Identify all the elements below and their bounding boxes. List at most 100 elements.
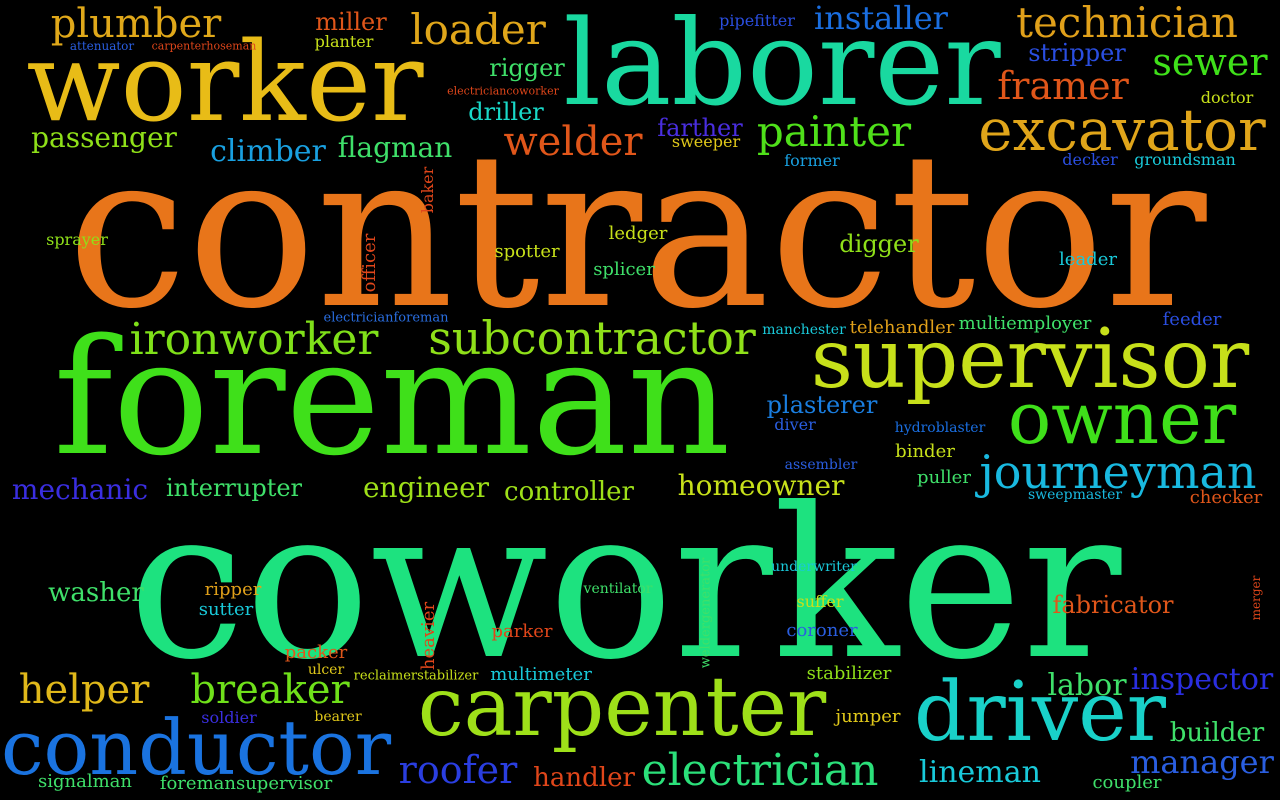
word-spotter: spotter <box>494 241 560 262</box>
word-subcontractor: subcontractor <box>428 311 756 365</box>
word-diver: diver <box>774 415 816 434</box>
word-fabricator: fabricator <box>1052 591 1174 619</box>
word-leader: leader <box>1059 249 1117 270</box>
word-heavier: heavier <box>418 601 439 671</box>
word-puller: puller <box>917 467 971 488</box>
word-bearer: bearer <box>314 709 362 725</box>
word-framer: framer <box>997 64 1129 108</box>
word-packer: packer <box>284 642 348 663</box>
word-groundsman: groundsman <box>1134 150 1236 169</box>
word-doctor: doctor <box>1200 88 1254 107</box>
word-passenger: passenger <box>31 121 177 154</box>
word-conductor: conductor <box>0 703 392 792</box>
word-attenuator: attenuator <box>69 39 135 53</box>
word-rigger: rigger <box>489 54 565 82</box>
word-helper: helper <box>18 667 150 713</box>
word-merger: merger <box>1249 575 1263 621</box>
word-sprayer: sprayer <box>46 230 108 249</box>
word-flagman: flagman <box>337 131 453 164</box>
word-plumber: plumber <box>50 1 222 47</box>
word-miller: miller <box>315 8 387 36</box>
word-breaker: breaker <box>190 667 350 713</box>
word-washer: washer <box>48 578 144 608</box>
word-stripper: stripper <box>1028 39 1126 67</box>
word-roofer: roofer <box>398 748 518 792</box>
word-journeyman: journeyman <box>979 445 1257 499</box>
word-binder: binder <box>895 441 955 462</box>
word-builder: builder <box>1169 718 1265 748</box>
word-suffer: suffer <box>796 592 844 611</box>
word-contractor: contractor <box>67 107 1207 356</box>
word-manchester: manchester <box>762 322 846 338</box>
word-owner: owner <box>1007 376 1237 460</box>
word-mechanic: mechanic <box>11 473 149 506</box>
word-sweepmaster: sweepmaster <box>1027 487 1123 503</box>
word-labor: labor <box>1047 668 1127 703</box>
word-electriciancoworker: electriciancoworker <box>447 84 559 98</box>
word-officer: officer <box>359 233 380 293</box>
word-driver: driver <box>914 665 1166 760</box>
word-installer: installer <box>814 0 948 37</box>
word-coupler: coupler <box>1092 772 1162 793</box>
word-laborer: laborer <box>563 0 1001 132</box>
word-manager: manager <box>1130 743 1274 781</box>
word-inspector: inspector <box>1130 662 1274 697</box>
word-planter: planter <box>314 32 374 51</box>
word-feeder: feeder <box>1162 309 1222 330</box>
word-homeowner: homeowner <box>677 469 845 502</box>
word-underwriter: underwriter <box>771 559 857 575</box>
word-technician: technician <box>1016 0 1238 47</box>
word-ulcer: ulcer <box>307 662 345 678</box>
word-jumper: jumper <box>835 706 901 727</box>
word-driller: driller <box>468 98 544 126</box>
word-painter: painter <box>756 107 912 156</box>
word-signalman: signalman <box>38 771 132 792</box>
word-parker: parker <box>491 621 553 642</box>
word-sutter: sutter <box>198 599 254 620</box>
word-coworker: coworker <box>128 464 1122 706</box>
word-engineer: engineer <box>362 471 490 504</box>
word-soldier: soldier <box>201 708 257 727</box>
word-lineman: lineman <box>919 755 1041 790</box>
word-electrician: electrician <box>641 745 879 796</box>
word-excavator: excavator <box>978 96 1266 164</box>
word-decker: decker <box>1062 150 1118 169</box>
word-climber: climber <box>210 134 326 169</box>
word-loader: loader <box>410 5 546 54</box>
word-foremansupervisor: foremansupervisor <box>159 773 333 794</box>
word-supervisor: supervisor <box>810 312 1250 407</box>
word-worker: worker <box>26 18 424 146</box>
word-ironworker: ironworker <box>129 314 379 365</box>
word-controller: controller <box>504 477 634 507</box>
word-weldergenerator: weldergenerator <box>698 557 714 669</box>
word-multimeter: multimeter <box>490 664 592 685</box>
word-carpenterhoseman: carpenterhoseman <box>151 39 257 53</box>
word-handler: handler <box>533 763 635 793</box>
word-sewer: sewer <box>1152 40 1268 84</box>
word-stabilizer: stabilizer <box>806 663 892 684</box>
word-sweeper: sweeper <box>671 132 741 151</box>
word-foreman: foreman <box>53 304 731 491</box>
word-checker: checker <box>1189 487 1263 508</box>
word-reclaimerstabilizer: reclaimerstabilizer <box>353 668 479 684</box>
word-assembler: assembler <box>784 457 858 473</box>
word-interrupter: interrupter <box>165 474 303 502</box>
word-plasterer: plasterer <box>766 391 878 419</box>
word-hydroblaster: hydroblaster <box>894 420 986 436</box>
word-carpenter: carpenter <box>417 660 827 755</box>
word-farther: farther <box>657 114 743 142</box>
word-welder: welder <box>503 119 643 165</box>
word-coroner: coroner <box>786 620 858 641</box>
word-digger: digger <box>839 230 919 258</box>
word-former: former <box>784 151 840 170</box>
word-multiemployer: multiemployer <box>958 313 1092 334</box>
word-ledger: ledger <box>608 223 668 244</box>
word-pipefitter: pipefitter <box>719 11 795 30</box>
word-electricianforeman: electricianforeman <box>323 310 449 326</box>
word-telehandler: telehandler <box>849 317 955 338</box>
word-ripper: ripper <box>204 579 262 600</box>
word-splicer: splicer <box>593 259 655 280</box>
word-baker: baker <box>418 166 437 214</box>
word-ventilator: ventilator <box>583 581 653 597</box>
